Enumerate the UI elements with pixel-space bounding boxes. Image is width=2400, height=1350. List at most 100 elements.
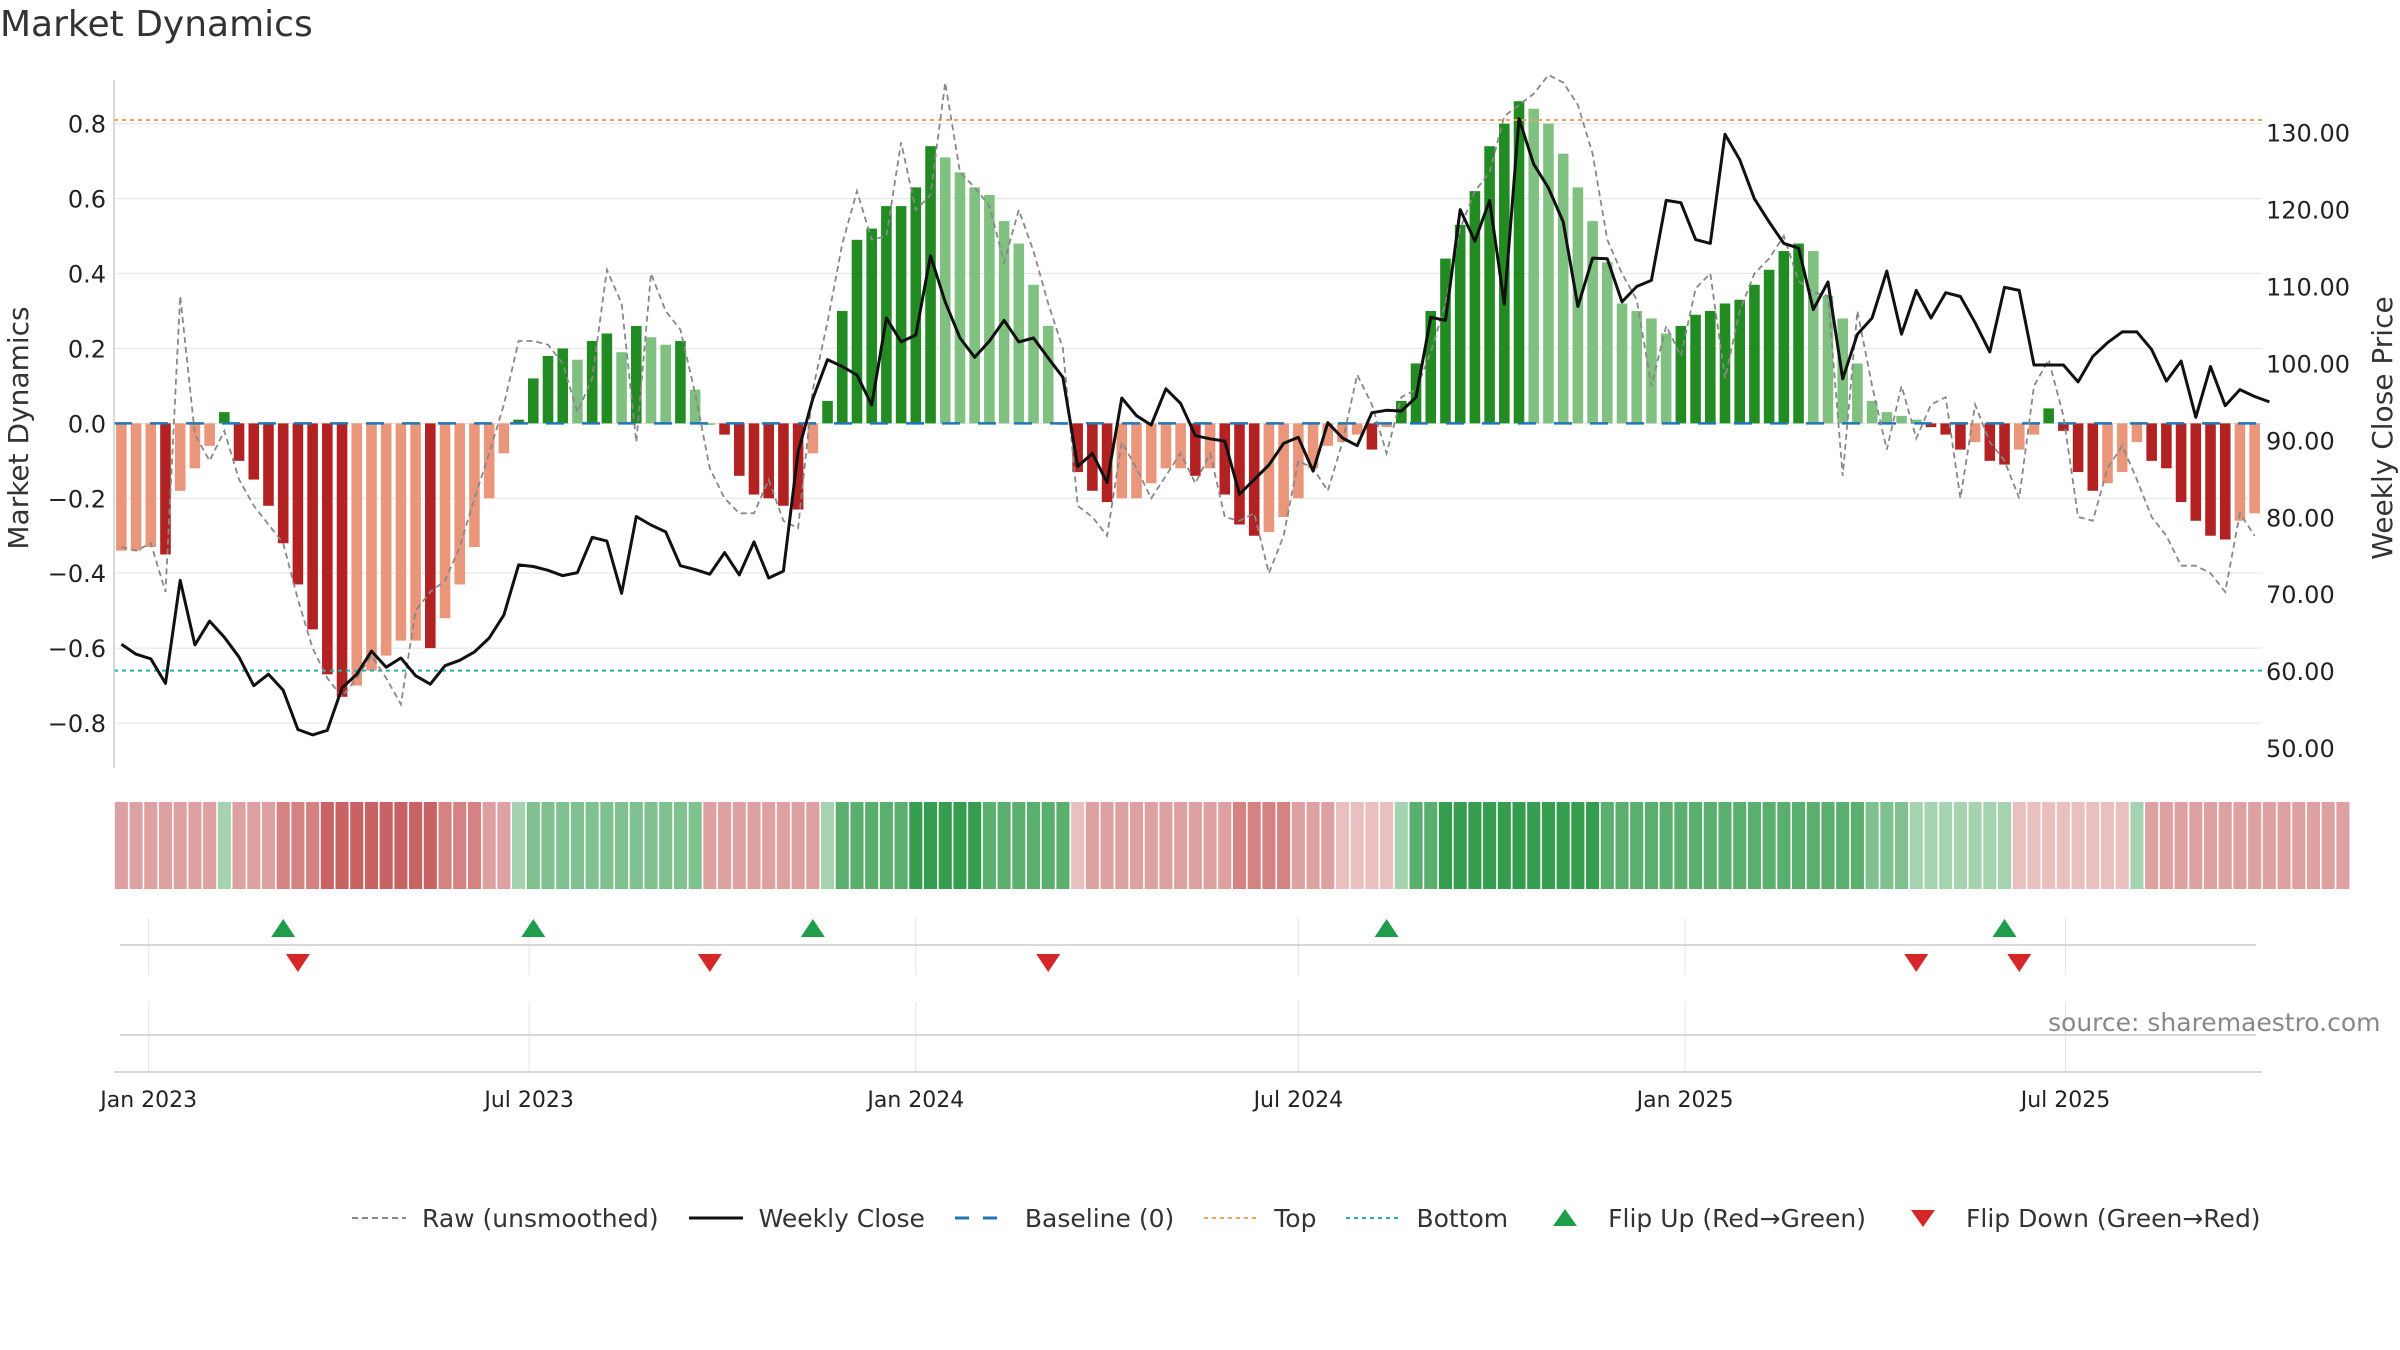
flip-down-marker bbox=[285, 954, 310, 972]
regime-cell bbox=[1306, 802, 1320, 889]
md-bar bbox=[1587, 221, 1598, 424]
legend-label: Flip Up (Red→Green) bbox=[1608, 1203, 1867, 1233]
regime-cell bbox=[585, 802, 599, 889]
regime-cell bbox=[615, 802, 629, 889]
legend-swatch bbox=[352, 1217, 406, 1219]
raw-series-line bbox=[121, 73, 2256, 708]
y-tick-label: 0.4 bbox=[68, 261, 106, 289]
md-bar bbox=[1513, 101, 1525, 424]
md-bar bbox=[277, 423, 289, 544]
md-bar bbox=[1749, 284, 1760, 424]
regime-cell bbox=[2056, 802, 2070, 889]
legend: Raw (unsmoothed) Weekly Close Baseline (0)… bbox=[350, 1200, 2289, 1236]
x-tick-label: Jul 2025 bbox=[2019, 1088, 2111, 1113]
md-bar bbox=[469, 423, 480, 547]
legend-swatch bbox=[1911, 1210, 1936, 1227]
legend-label: Flip Down (Green→Red) bbox=[1966, 1203, 2261, 1233]
regime-cell bbox=[968, 802, 982, 889]
flip-up-marker bbox=[521, 919, 546, 937]
regime-cell bbox=[1483, 802, 1497, 889]
legend-swatch bbox=[1553, 1209, 1578, 1226]
md-bar bbox=[2161, 423, 2172, 469]
md-bar bbox=[2146, 423, 2157, 461]
md-bar bbox=[219, 412, 230, 424]
regime-cell bbox=[364, 802, 379, 889]
md-bar bbox=[601, 333, 613, 424]
md-bar bbox=[2249, 423, 2260, 514]
md-bar bbox=[1190, 423, 1201, 476]
regime-cell bbox=[1497, 802, 1511, 889]
regime-cell bbox=[1085, 802, 1099, 889]
md-bar bbox=[2219, 423, 2231, 540]
regime-cell bbox=[541, 802, 555, 889]
regime-cell bbox=[2189, 802, 2203, 889]
regime-cell bbox=[453, 802, 467, 889]
y-tick-label: 0.0 bbox=[68, 410, 106, 438]
md-bar bbox=[498, 423, 510, 454]
md-bar bbox=[130, 423, 142, 551]
regime-cell bbox=[1556, 802, 1570, 889]
y-axis-label: Market Dynamics bbox=[2, 306, 35, 549]
regime-cell bbox=[2071, 802, 2085, 889]
md-bar bbox=[2190, 423, 2202, 521]
x-tick-label: Jul 2023 bbox=[482, 1088, 574, 1113]
md-bar bbox=[174, 423, 186, 491]
regime-cell bbox=[173, 802, 187, 889]
regime-cell bbox=[865, 802, 879, 889]
regime-cell bbox=[1733, 802, 1747, 889]
md-bar bbox=[660, 344, 672, 424]
md-bar bbox=[1778, 251, 1790, 424]
regime-cell bbox=[2145, 802, 2159, 889]
lines-layer bbox=[120, 73, 2270, 737]
regime-cell bbox=[1674, 802, 1688, 889]
md-bar bbox=[1910, 419, 1922, 424]
regime-cell bbox=[497, 802, 511, 889]
regime-cell bbox=[776, 802, 790, 889]
md-bar bbox=[1337, 423, 1348, 443]
regime-cell bbox=[570, 802, 584, 889]
regime-cell bbox=[1129, 802, 1144, 889]
md-bar bbox=[2043, 408, 2054, 424]
md-bar bbox=[1440, 258, 1451, 424]
regime-cell bbox=[1527, 802, 1541, 889]
md-bar bbox=[1293, 423, 1304, 499]
y2-axis-label: Weekly Close Price bbox=[2366, 296, 2399, 559]
flip-down-marker bbox=[1904, 954, 1929, 972]
md-bar bbox=[1087, 423, 1098, 491]
md-bar bbox=[1351, 423, 1363, 435]
y2-tick-label: 110.00 bbox=[2266, 274, 2350, 302]
md-bar bbox=[483, 423, 495, 499]
x-tick-label: Jul 2024 bbox=[1252, 1088, 1344, 1113]
md-bar bbox=[939, 157, 951, 424]
md-bar bbox=[395, 423, 407, 641]
md-bar bbox=[513, 419, 524, 424]
regime-cell bbox=[526, 802, 540, 889]
regime-cell bbox=[2248, 802, 2262, 889]
regime-cell bbox=[467, 802, 482, 889]
md-bar bbox=[454, 423, 466, 585]
regime-cell bbox=[556, 802, 570, 889]
regime-cell bbox=[2130, 802, 2144, 889]
regime-cell bbox=[2174, 802, 2188, 889]
regime-cell bbox=[820, 802, 835, 889]
y-tick-label: −0.6 bbox=[48, 635, 106, 663]
x-tick-label: Jan 2024 bbox=[865, 1088, 964, 1113]
flip-markers bbox=[271, 919, 2032, 972]
md-bar bbox=[1175, 423, 1186, 469]
md-bar bbox=[1999, 423, 2010, 465]
regime-cell bbox=[203, 802, 217, 889]
flip-down-marker bbox=[697, 954, 722, 972]
y-tick-label: 0.8 bbox=[68, 111, 106, 139]
md-bar bbox=[851, 239, 863, 424]
regime-cell bbox=[2027, 802, 2041, 889]
regime-cell bbox=[1321, 802, 1335, 889]
flip-up-marker bbox=[271, 919, 296, 937]
md-bar bbox=[351, 423, 363, 686]
x-tick-label: Jan 2025 bbox=[1635, 1088, 1734, 1113]
md-bar bbox=[1822, 296, 1834, 424]
md-bar bbox=[2013, 423, 2025, 450]
md-bar bbox=[248, 423, 260, 480]
regime-cell bbox=[1909, 802, 1923, 889]
regime-cell bbox=[1453, 802, 1467, 889]
regime-cell bbox=[1880, 802, 1894, 889]
